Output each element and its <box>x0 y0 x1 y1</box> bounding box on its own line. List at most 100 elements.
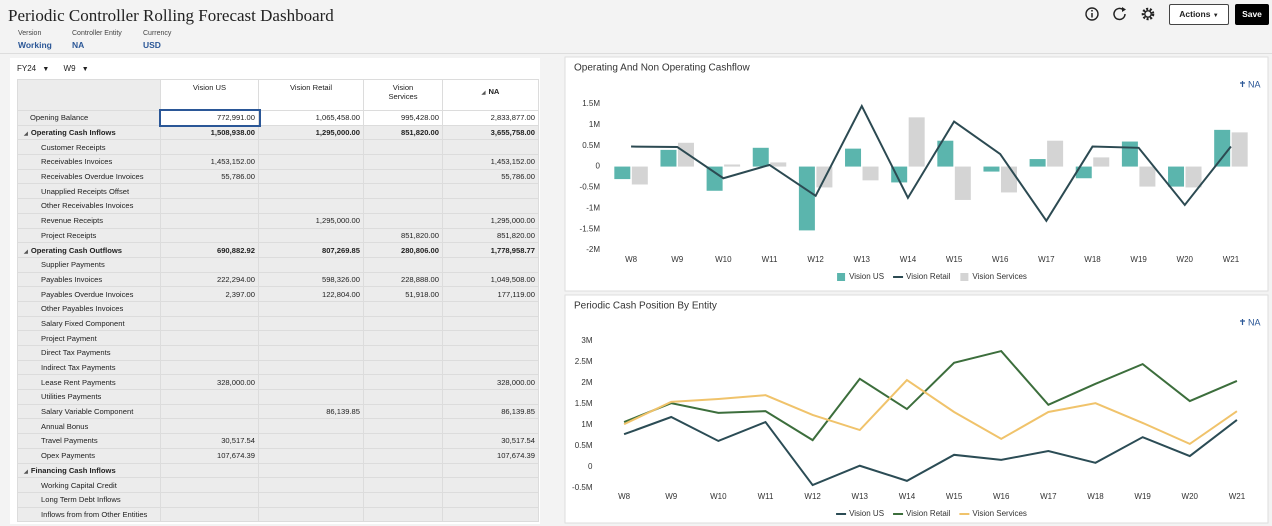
pov-value[interactable]: USD <box>143 40 161 50</box>
data-cell[interactable] <box>160 315 259 332</box>
data-cell[interactable] <box>363 506 443 523</box>
pov-week[interactable]: W9 <box>63 64 76 73</box>
expand-icon[interactable]: ◢ <box>24 248 28 255</box>
data-cell[interactable] <box>160 183 259 200</box>
data-cell[interactable] <box>160 300 259 317</box>
data-cell[interactable] <box>442 345 539 361</box>
data-cell[interactable] <box>258 300 364 317</box>
data-cell[interactable] <box>442 389 539 405</box>
data-cell[interactable] <box>363 374 443 391</box>
data-cell[interactable] <box>363 447 443 464</box>
actions-button[interactable]: Actions ▼ <box>1169 4 1229 25</box>
data-cell[interactable] <box>363 389 443 405</box>
refresh-icon[interactable] <box>1113 7 1126 21</box>
data-cell[interactable] <box>258 418 364 435</box>
data-cell[interactable] <box>258 462 364 479</box>
data-cell[interactable]: 177,119.00 <box>442 286 539 302</box>
data-cell[interactable] <box>442 359 539 376</box>
data-cell[interactable]: 1,295,000.00 <box>442 212 539 229</box>
data-cell[interactable] <box>258 168 364 185</box>
data-cell[interactable] <box>258 359 364 376</box>
data-cell[interactable]: 1,049,508.00 <box>442 271 539 288</box>
data-cell[interactable]: 807,269.85 <box>258 242 364 258</box>
data-cell[interactable] <box>160 491 259 508</box>
data-cell[interactable]: 228,888.00 <box>363 271 443 288</box>
settings-icon[interactable] <box>1141 7 1155 21</box>
data-cell[interactable] <box>363 433 443 449</box>
save-button[interactable]: Save <box>1235 4 1269 25</box>
data-cell[interactable] <box>363 345 443 361</box>
data-cell[interactable] <box>258 447 364 464</box>
data-cell[interactable] <box>363 462 443 479</box>
data-cell[interactable]: 2,833,877.00 <box>442 110 539 126</box>
data-cell[interactable] <box>258 506 364 523</box>
data-cell[interactable] <box>258 330 364 346</box>
data-cell[interactable] <box>258 491 364 508</box>
data-cell[interactable] <box>442 506 539 523</box>
data-cell[interactable] <box>363 315 443 332</box>
data-cell[interactable] <box>258 345 364 361</box>
data-cell[interactable] <box>160 256 259 273</box>
data-cell[interactable] <box>363 256 443 273</box>
data-cell[interactable] <box>442 462 539 479</box>
data-cell[interactable] <box>442 477 539 493</box>
pov-period[interactable]: FY24 <box>17 64 37 73</box>
data-cell[interactable] <box>363 418 443 435</box>
data-cell[interactable]: 772,991.00 <box>158 108 261 128</box>
data-cell[interactable] <box>258 154 364 170</box>
data-cell[interactable]: 86,139.85 <box>442 403 539 420</box>
data-cell[interactable]: 122,804.00 <box>258 286 364 302</box>
data-cell[interactable]: 1,453,152.00 <box>160 154 259 170</box>
data-cell[interactable] <box>442 418 539 435</box>
data-cell[interactable] <box>160 212 259 229</box>
data-cell[interactable]: 107,674.39 <box>160 447 259 464</box>
data-cell[interactable] <box>258 477 364 493</box>
data-cell[interactable]: 3,655,758.00 <box>442 124 539 141</box>
data-cell[interactable]: 328,000.00 <box>160 374 259 391</box>
chart-filter[interactable]: NA <box>1248 317 1261 327</box>
chart-filter[interactable]: NA <box>1248 79 1261 89</box>
data-cell[interactable] <box>363 139 443 156</box>
data-cell[interactable] <box>258 198 364 214</box>
data-cell[interactable] <box>160 418 259 435</box>
data-cell[interactable]: 107,674.39 <box>442 447 539 464</box>
data-cell[interactable] <box>160 506 259 523</box>
data-cell[interactable] <box>363 403 443 420</box>
data-cell[interactable]: 851,820.00 <box>442 227 539 244</box>
data-cell[interactable] <box>160 403 259 420</box>
data-cell[interactable]: 2,397.00 <box>160 286 259 302</box>
data-cell[interactable]: 328,000.00 <box>442 374 539 391</box>
data-cell[interactable] <box>442 300 539 317</box>
data-cell[interactable] <box>160 462 259 479</box>
data-cell[interactable]: 1,295,000.00 <box>258 212 364 229</box>
data-cell[interactable] <box>258 433 364 449</box>
info-icon[interactable] <box>1085 7 1099 21</box>
data-cell[interactable]: 690,882.92 <box>160 242 259 258</box>
data-cell[interactable]: 851,820.00 <box>363 124 443 141</box>
data-cell[interactable] <box>363 477 443 493</box>
data-cell[interactable] <box>258 139 364 156</box>
data-cell[interactable] <box>160 359 259 376</box>
data-cell[interactable]: 995,428.00 <box>363 110 443 126</box>
data-cell[interactable]: 55,786.00 <box>442 168 539 185</box>
pov-value[interactable]: Working <box>18 40 52 50</box>
data-cell[interactable] <box>160 198 259 214</box>
data-cell[interactable] <box>442 330 539 346</box>
data-cell[interactable] <box>258 315 364 332</box>
data-cell[interactable] <box>160 139 259 156</box>
data-cell[interactable]: 51,918.00 <box>363 286 443 302</box>
expand-icon[interactable]: ◢ <box>24 468 28 475</box>
expand-icon[interactable]: ◢ <box>24 131 28 138</box>
data-cell[interactable] <box>363 300 443 317</box>
data-cell[interactable] <box>160 330 259 346</box>
data-cell[interactable] <box>442 256 539 273</box>
data-cell[interactable]: 598,326.00 <box>258 271 364 288</box>
data-cell[interactable] <box>258 256 364 273</box>
data-cell[interactable] <box>442 491 539 508</box>
data-cell[interactable] <box>160 477 259 493</box>
data-cell[interactable] <box>442 198 539 214</box>
pov-value[interactable]: NA <box>72 40 85 50</box>
data-cell[interactable] <box>442 315 539 332</box>
data-cell[interactable]: 86,139.85 <box>258 403 364 420</box>
data-cell[interactable] <box>160 389 259 405</box>
